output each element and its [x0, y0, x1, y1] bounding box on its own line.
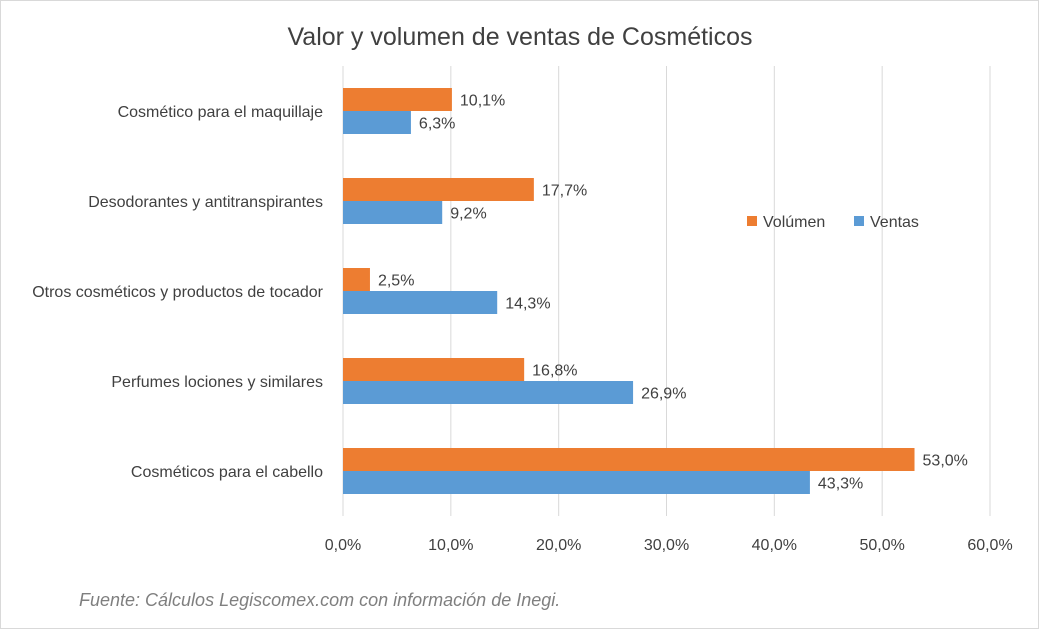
x-tick-label: 60,0%	[967, 537, 1012, 554]
data-label: 9,2%	[450, 206, 486, 223]
x-tick-label: 50,0%	[859, 537, 904, 554]
bar-volumen	[343, 268, 370, 291]
gridlines	[342, 66, 991, 516]
x-tick-label: 40,0%	[752, 537, 797, 554]
bar-volumen	[343, 358, 525, 381]
x-tick-label: 0,0%	[325, 537, 361, 554]
data-labels: 10,1% 6,3% 17,7% 9,2% 2,5% 14,3% 16,8% 26,9% 53,…	[378, 93, 968, 493]
category-label: Desodorantes y antitranspirantes	[88, 194, 323, 211]
x-axis-ticks: 0,0% 10,0% 20,0% 30,0% 40,0% 50,0% 60,0%	[325, 537, 1013, 554]
category-label: Cosmético para el maquillaje	[118, 104, 324, 121]
bar-volumen	[343, 178, 534, 201]
legend-swatch	[747, 216, 757, 226]
bar-ventas	[343, 201, 443, 224]
legend-label: Ventas	[870, 214, 919, 231]
category-label: Otros cosméticos y productos de tocador	[32, 284, 323, 301]
category-label: Cosméticos para el cabello	[131, 464, 323, 481]
data-label: 10,1%	[460, 93, 505, 110]
category-labels: Cosmético para el maquillaje Desodorantes…	[32, 104, 323, 481]
data-label: 43,3%	[818, 476, 863, 493]
data-label: 2,5%	[378, 273, 414, 290]
legend-swatch	[854, 216, 864, 226]
bar-ventas	[343, 111, 411, 134]
x-tick-label: 30,0%	[644, 537, 689, 554]
source-note: Fuente: Cálculos Legiscomex.com con info…	[79, 590, 560, 610]
bars	[343, 88, 915, 494]
x-tick-label: 10,0%	[428, 537, 473, 554]
legend-label: Volúmen	[763, 214, 825, 231]
x-tick-label: 20,0%	[536, 537, 581, 554]
bar-ventas	[343, 471, 810, 494]
chart-title: Valor y volumen de ventas de Cosméticos	[287, 23, 752, 51]
data-label: 16,8%	[532, 363, 577, 380]
data-label: 17,7%	[542, 183, 587, 200]
bar-volumen	[343, 448, 915, 471]
data-label: 6,3%	[419, 116, 455, 133]
bar-volumen	[343, 88, 452, 111]
bar-ventas	[343, 291, 498, 314]
data-label: 26,9%	[641, 386, 686, 403]
category-label: Perfumes lociones y similares	[111, 374, 323, 391]
data-label: 53,0%	[923, 453, 968, 470]
data-label: 14,3%	[505, 296, 550, 313]
legend: Volúmen Ventas	[747, 214, 919, 231]
bar-ventas	[343, 381, 634, 404]
